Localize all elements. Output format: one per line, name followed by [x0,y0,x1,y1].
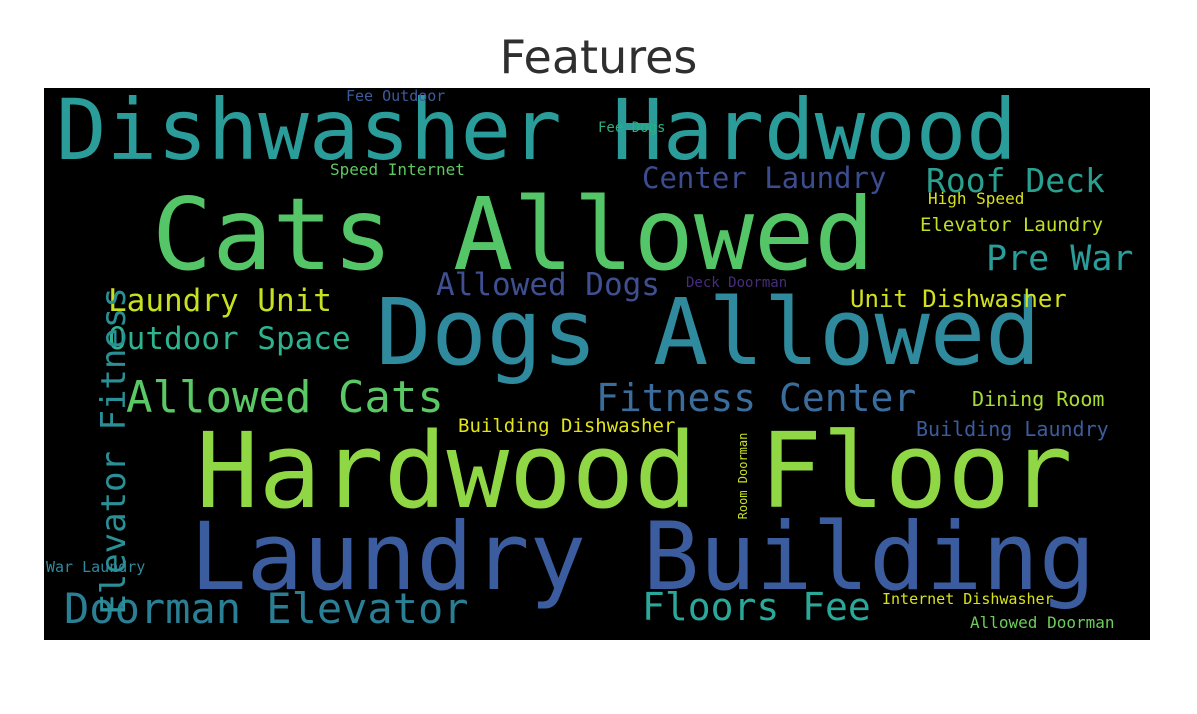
word-laundry-unit: Laundry Unit [108,283,332,319]
word-allowed-cats: Allowed Cats [126,372,444,423]
word-fitness-center: Fitness Center [596,376,917,420]
word-cats-allowed: Cats Allowed [152,176,875,293]
word-high-speed: High Speed [928,189,1025,208]
word-fee-dogs: Fee Dogs [598,120,666,136]
word-dishwasher-hardwood: Dishwasher Hardwood [56,88,1017,179]
word-room-doorman: Room Doorman [736,432,750,520]
word-laundry-building: Laundry Building [190,503,1096,612]
word-doorman-elevator: Doorman Elevator [64,584,469,633]
word-war-laundry: War Laundry [46,558,146,576]
wordcloud-panel: Dishwasher Hardwood Cats Allowed Dogs Al… [44,88,1150,640]
word-pre-war: Pre War [986,239,1134,279]
word-center-laundry: Center Laundry [642,161,887,195]
word-hardwood-floor: Hardwood Floor [196,410,1073,532]
word-speed-internet: Speed Internet [330,160,465,179]
word-roof-deck: Roof Deck [926,161,1105,200]
word-allowed-doorman: Allowed Doorman [970,613,1115,632]
word-deck-doorman: Deck Doorman [686,275,788,291]
word-elevator-fitness: Elevator Fitness [94,287,134,615]
word-internet-dishwasher: Internet Dishwasher [882,590,1054,608]
word-fee-outdoor: Fee Outdoor [346,88,446,105]
word-unit-dishwasher: Unit Dishwasher [850,285,1067,313]
word-elevator-laundry: Elevator Laundry [920,214,1104,236]
word-floors-fee: Floors Fee [642,585,871,629]
word-building-laundry: Building Laundry [916,417,1109,441]
figure-title: Features [499,30,698,84]
word-building-dishwasher: Building Dishwasher [458,415,676,437]
word-dogs-allowed: Dogs Allowed [376,279,1041,386]
word-dining-room: Dining Room [972,387,1105,411]
word-allowed-dogs: Allowed Dogs [436,267,660,303]
word-outdoor-space: Outdoor Space [108,321,351,357]
